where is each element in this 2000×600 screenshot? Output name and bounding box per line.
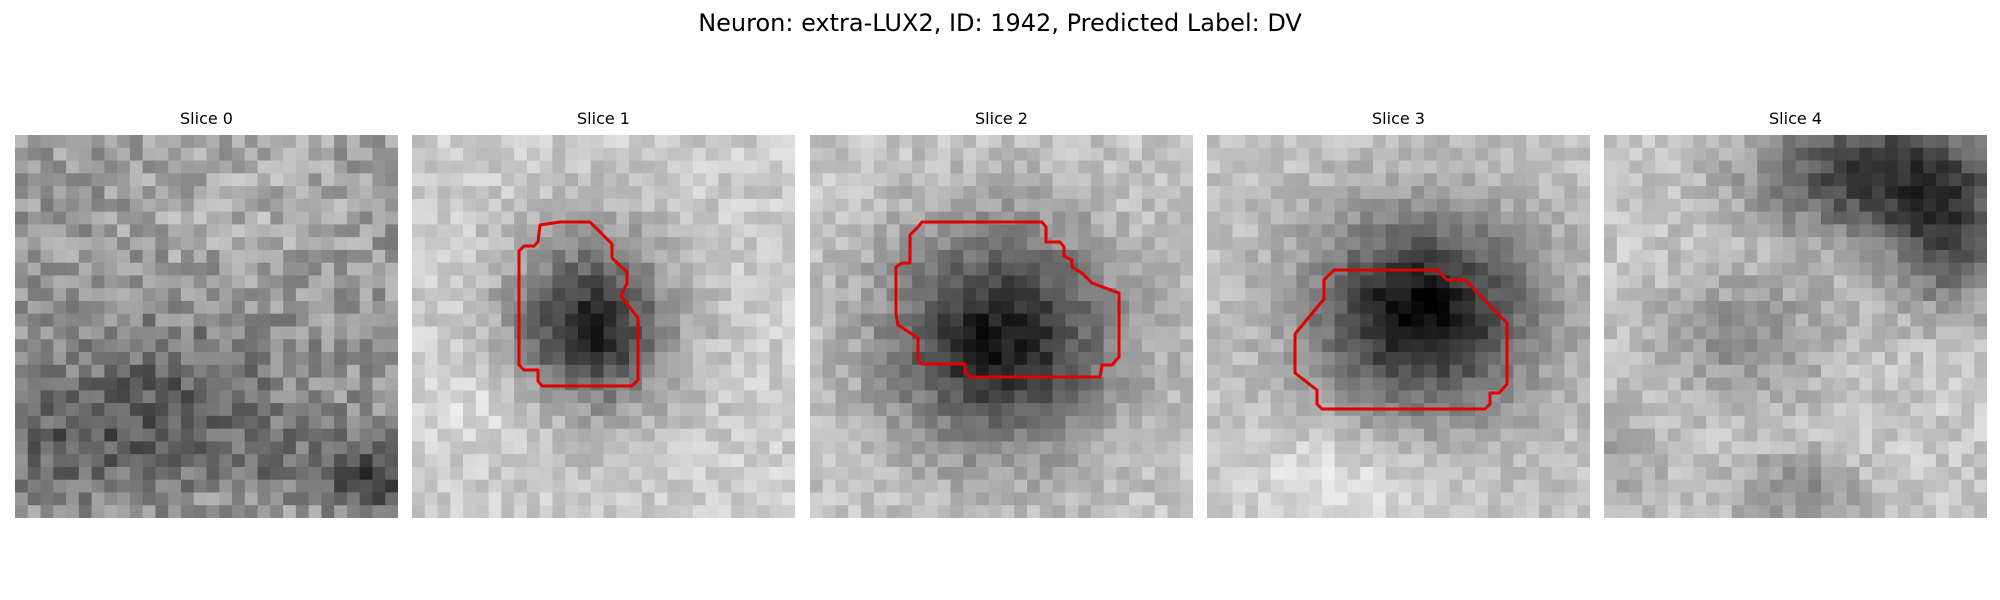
slice-title: Slice 3: [1372, 109, 1425, 128]
segmentation-contour: [517, 220, 640, 388]
slice-panel-2: Slice 2: [810, 108, 1193, 518]
slice-image: [1604, 135, 1987, 518]
slice-image: [810, 135, 1193, 518]
figure-title: Neuron: extra-LUX2, ID: 1942, Predicted …: [698, 9, 1302, 37]
slice-image: [1207, 135, 1590, 518]
segmentation-contour: [1293, 268, 1509, 411]
slice-title: Slice 4: [1769, 109, 1822, 128]
slice-panel-0: Slice 0: [15, 108, 398, 518]
slice-image: [412, 135, 795, 518]
slice-panel-3: Slice 3: [1207, 108, 1590, 518]
slice-title: Slice 0: [180, 109, 233, 128]
slice-title: Slice 2: [975, 109, 1028, 128]
segmentation-contour: [894, 220, 1121, 379]
slice-title: Slice 1: [577, 109, 630, 128]
slice-image: [15, 135, 398, 518]
slice-panel-4: Slice 4: [1604, 108, 1987, 518]
slice-panel-1: Slice 1: [412, 108, 795, 518]
